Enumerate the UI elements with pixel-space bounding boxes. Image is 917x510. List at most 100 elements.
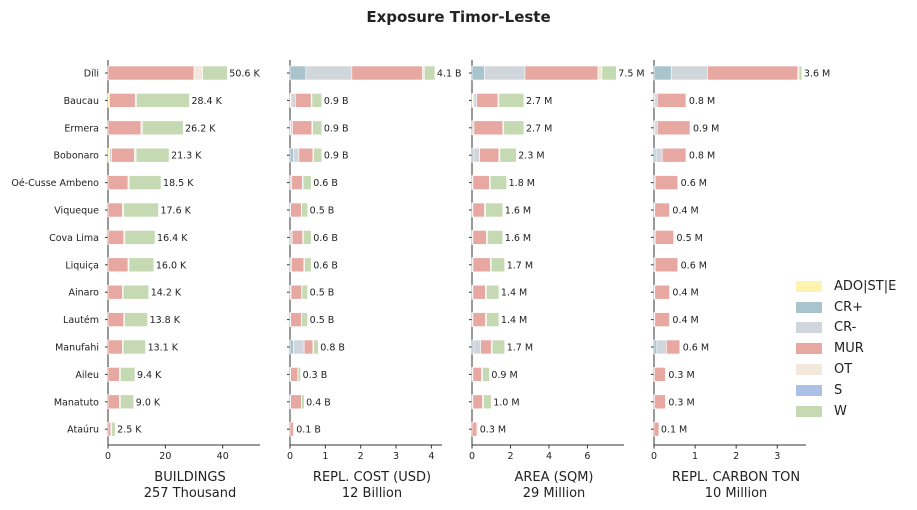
bar-value-label: 0.4 M (672, 288, 698, 299)
bar-value-label: 0.5 B (310, 315, 335, 326)
bar-segment-w (503, 120, 525, 136)
bar-value-label: 0.4 M (672, 315, 698, 326)
category-label: Manatuto (54, 397, 99, 408)
bar-value-label: 0.4 M (672, 206, 698, 217)
bar-segment-w (120, 367, 136, 382)
bar-value-label: 0.9 B (324, 96, 349, 107)
bar-segment-w (490, 257, 506, 273)
bar-segment-w (293, 421, 295, 437)
bar-segment-mur (654, 230, 675, 245)
bar-value-label: 2.5 K (117, 425, 142, 436)
bar-segment-mur (653, 421, 660, 437)
bar-segment-mur (298, 147, 314, 163)
bar-value-label: 0.5 M (677, 233, 703, 244)
bar-value-label: 0.5 B (310, 288, 335, 299)
bar-segment-cr- (471, 65, 485, 81)
bar-segment-mur (109, 93, 136, 108)
bar-value-label: 17.6 K (160, 206, 191, 217)
bar-segment-mur (654, 175, 679, 190)
bar-value-label: 16.0 K (156, 260, 187, 271)
bar-segment-mur (656, 93, 687, 108)
legend-label: OT (834, 362, 853, 378)
category-label: Baucau (64, 96, 99, 107)
x-tick-label: 40 (217, 451, 229, 462)
bar-segment-cr- (291, 93, 296, 108)
category-label: Bobonaro (53, 151, 99, 162)
bar-segment-mur (479, 147, 500, 163)
bar-value-label: 26.2 K (185, 123, 216, 134)
bar-value-label: 14.2 K (151, 288, 182, 299)
bar-segment-ot (193, 65, 203, 81)
bar-value-label: 0.6 B (313, 178, 338, 189)
bar-value-label: 1.6 M (505, 233, 531, 244)
bar-segment-mur (292, 120, 313, 136)
bar-segment-w (111, 421, 116, 437)
bar-value-label: 0.4 B (306, 397, 331, 408)
bar-segment-mur (289, 421, 294, 437)
bar-segment-w (483, 394, 492, 410)
legend-item: MUR (796, 338, 896, 359)
x-tick-label: 0 (469, 451, 475, 462)
bar-value-label: 0.5 B (310, 206, 335, 217)
legend-swatch (796, 405, 822, 417)
x-tick-label: 2 (507, 451, 513, 462)
bar-segment-w (312, 120, 323, 136)
bar-value-label: 13.1 K (148, 343, 179, 354)
category-label: Liquiça (65, 260, 99, 271)
bar-segment-mur (471, 421, 478, 437)
bar-segment-mur (472, 367, 482, 382)
bar-segment-w (122, 339, 146, 355)
bar-value-label: 0.6 M (681, 260, 707, 271)
bar-segment-mur (654, 367, 666, 382)
category-label: Lautém (63, 315, 99, 326)
legend-label: MUR (834, 341, 864, 357)
bar-segment-cr- (654, 93, 658, 108)
x-tick-label: 0 (105, 451, 111, 462)
legend-swatch (796, 301, 822, 313)
category-label: Ataúru (67, 425, 99, 436)
bar-segment-w (485, 202, 504, 218)
bar-value-label: 0.9 B (324, 123, 349, 134)
bar-segment-mur (107, 65, 195, 81)
legend-label: ADO|ST|E (834, 278, 897, 294)
bar-value-label: 50.6 K (229, 69, 260, 80)
bar-segment-w (486, 312, 500, 327)
panel-total-label: 10 Million (705, 486, 768, 501)
bar-segment-mur (290, 202, 302, 218)
bar-segment-w (301, 394, 305, 410)
bar-value-label: 1.7 M (507, 260, 533, 271)
category-label: Manufahi (55, 343, 99, 354)
bar-segment-mur (107, 312, 125, 327)
bar-segment-mur (290, 367, 299, 382)
x-tick-label: 1 (322, 451, 328, 462)
bar-segment-w (311, 93, 323, 108)
bar-segment-mur (295, 93, 312, 108)
legend-swatch (796, 343, 822, 355)
legend-item: ADO|ST|E (796, 276, 896, 297)
category-label: Cova Lima (49, 233, 99, 244)
bar-segment-cr- (289, 339, 294, 355)
bar-segment-w (301, 312, 308, 327)
x-tick-label: 6 (584, 451, 590, 462)
bar-segment-w (476, 421, 479, 437)
bar-segment-cr- (473, 93, 478, 108)
bar-segment-cr- (289, 65, 307, 81)
panel-total-label: 29 Million (523, 486, 586, 501)
bar-segment-mur (472, 257, 491, 273)
category-label: Díli (84, 69, 99, 80)
bar-segment-w (301, 202, 308, 218)
legend-swatch (796, 280, 822, 292)
bar-segment-mur (661, 147, 687, 163)
x-tick-label: 20 (159, 451, 171, 462)
bar-segment-w (128, 175, 162, 190)
bar-segment-mur (107, 120, 142, 136)
bar-segment-mur (351, 65, 423, 81)
bar-segment-w (122, 284, 150, 300)
bar-segment-mur (303, 339, 314, 355)
legend-swatch (796, 384, 822, 396)
bar-value-label: 2.7 M (526, 123, 552, 134)
bar-segment-w (135, 147, 170, 163)
bar-value-label: 1.4 M (501, 315, 527, 326)
bar-value-label: 1.0 M (493, 397, 519, 408)
bar-segment-w (304, 257, 312, 273)
